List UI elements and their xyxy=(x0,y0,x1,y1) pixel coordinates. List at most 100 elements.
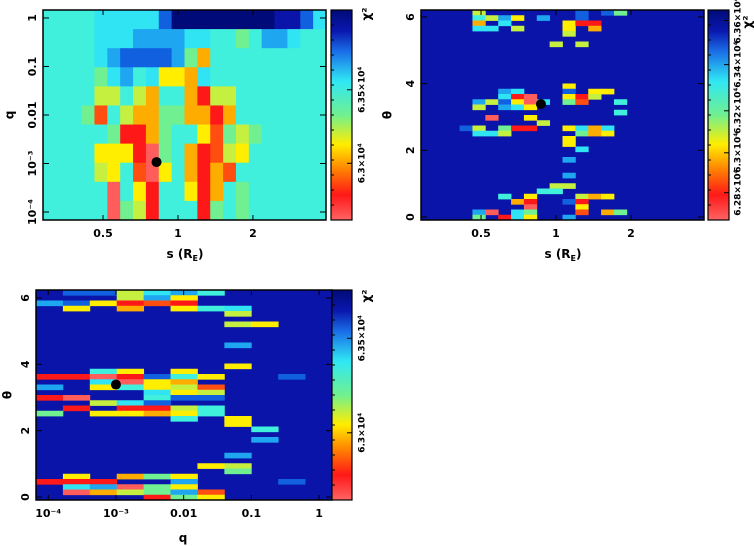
heatmap-cell xyxy=(116,295,145,301)
heatmap-cell xyxy=(536,188,551,195)
heatmap-cell xyxy=(171,48,185,68)
heatmap-cell xyxy=(575,209,589,216)
heatmap-cell xyxy=(158,181,173,202)
heatmap-cell xyxy=(120,200,134,221)
heatmap-cell xyxy=(224,421,252,427)
heatmap-cell xyxy=(94,48,108,68)
heatmap-cell xyxy=(235,162,250,183)
heatmap-cell xyxy=(223,200,237,221)
heatmap-cell xyxy=(601,10,615,16)
heatmap-cell xyxy=(133,86,147,106)
heatmap-cell xyxy=(223,143,237,164)
heatmap-cell xyxy=(536,120,551,126)
heatmap-cell xyxy=(313,162,327,183)
heatmap-cell xyxy=(562,214,576,221)
heatmap-cell xyxy=(223,181,237,202)
heatmap-cell xyxy=(562,183,576,189)
heatmap-cell xyxy=(588,193,602,200)
heatmap-cell xyxy=(235,200,250,221)
heatmap-cell xyxy=(145,10,160,30)
heatmap-cell xyxy=(300,10,314,30)
heatmap-cell xyxy=(224,416,252,422)
heatmap-cell xyxy=(197,86,211,106)
heatmap-cell xyxy=(94,181,108,202)
y-axis-title: θ xyxy=(1,391,15,399)
heatmap-cell xyxy=(248,162,263,183)
heatmap-cell xyxy=(498,88,512,95)
heatmap-cell xyxy=(197,494,225,501)
heatmap-cell xyxy=(89,479,118,485)
heatmap-cell xyxy=(511,209,525,216)
x-tick-label: 2 xyxy=(627,227,635,240)
heatmap-cell xyxy=(223,162,237,183)
heatmap-cell xyxy=(81,86,95,106)
heatmap-cell xyxy=(116,300,145,307)
heatmap-cell xyxy=(43,181,57,202)
heatmap-cell xyxy=(562,199,576,205)
colorbar: 6.35×10⁴ 6.3×10⁴ χ² xyxy=(331,289,374,501)
heatmap-cell xyxy=(36,384,64,391)
heatmap-cell xyxy=(170,484,198,490)
heatmap-cell xyxy=(197,124,211,145)
heatmap-cell xyxy=(81,105,95,125)
heatmap-cell xyxy=(313,10,327,30)
heatmap-cell xyxy=(89,290,118,296)
heatmap-cell xyxy=(197,143,211,164)
heatmap-cell xyxy=(170,290,198,296)
panel-q-theta: 10⁻⁴ 10⁻³ 0.01 0.1 1 0 2 4 6 q θ 6.35×10⁴ 6.3×10⁴ χ² xyxy=(1,289,374,545)
heatmap-cell xyxy=(107,10,121,30)
heatmap-cell xyxy=(81,143,95,164)
heatmap-cell xyxy=(43,10,57,30)
heatmap-cell xyxy=(158,67,173,87)
heatmap-cell xyxy=(588,94,602,100)
heatmap-cell xyxy=(511,104,525,111)
y-tick-label: 0 xyxy=(19,493,32,501)
heatmap-cell xyxy=(62,405,91,412)
x-tick-label: 10⁻⁴ xyxy=(35,507,61,520)
heatmap-cell xyxy=(143,295,171,301)
heatmap-cell xyxy=(459,125,473,132)
x-tick-label: 0.5 xyxy=(471,227,491,240)
heatmap-cell xyxy=(68,105,82,125)
heatmap-cell xyxy=(601,209,615,216)
heatmap-cell xyxy=(575,94,589,100)
heatmap-cell xyxy=(511,214,525,221)
heatmap-cell xyxy=(300,143,314,164)
x-axis-title-main: s (R xyxy=(545,247,571,261)
heatmap-cell xyxy=(197,181,211,202)
heatmap-cell xyxy=(562,136,576,142)
heatmap-cell xyxy=(43,124,57,145)
heatmap-cell xyxy=(197,105,211,125)
heatmap-cell xyxy=(313,143,327,164)
x-tick-label: 2 xyxy=(249,227,257,240)
heatmap-cell xyxy=(575,199,589,205)
heatmap-cell xyxy=(143,400,171,406)
heatmap-cell xyxy=(562,172,576,179)
heatmap-cell xyxy=(197,410,225,417)
heatmap-cell xyxy=(485,115,499,121)
heatmap-cell xyxy=(287,29,301,49)
heatmap-cell xyxy=(300,162,314,183)
heatmap-cell xyxy=(170,405,198,412)
heatmap-cell xyxy=(313,181,327,202)
heatmap-cell xyxy=(223,124,237,145)
heatmap-cell xyxy=(523,214,538,221)
heatmap-cell xyxy=(170,494,198,501)
heatmap-cell xyxy=(472,99,486,105)
heatmap-cell xyxy=(224,321,252,328)
heatmap-cell xyxy=(89,300,118,307)
x-tick-label: 0.1 xyxy=(242,507,262,520)
heatmap-cell xyxy=(133,181,147,202)
heatmap-cells xyxy=(421,10,704,221)
heatmap-cell xyxy=(55,162,70,183)
colorbar-title: χ² xyxy=(741,16,754,29)
panel-s-q: 0.5 1 2 1 0.1 0.01 10⁻³ 10⁻⁴ s (RE) q 6.35×10⁴ 6.3×… xyxy=(3,8,374,264)
heatmap-cell xyxy=(251,426,279,433)
heatmap-cell xyxy=(170,389,198,396)
heatmap-cell xyxy=(68,181,82,202)
heatmap-cell xyxy=(36,374,64,380)
x-tick-label: 1 xyxy=(174,227,182,240)
heatmap-cell xyxy=(68,162,82,183)
heatmap-cell xyxy=(81,200,95,221)
